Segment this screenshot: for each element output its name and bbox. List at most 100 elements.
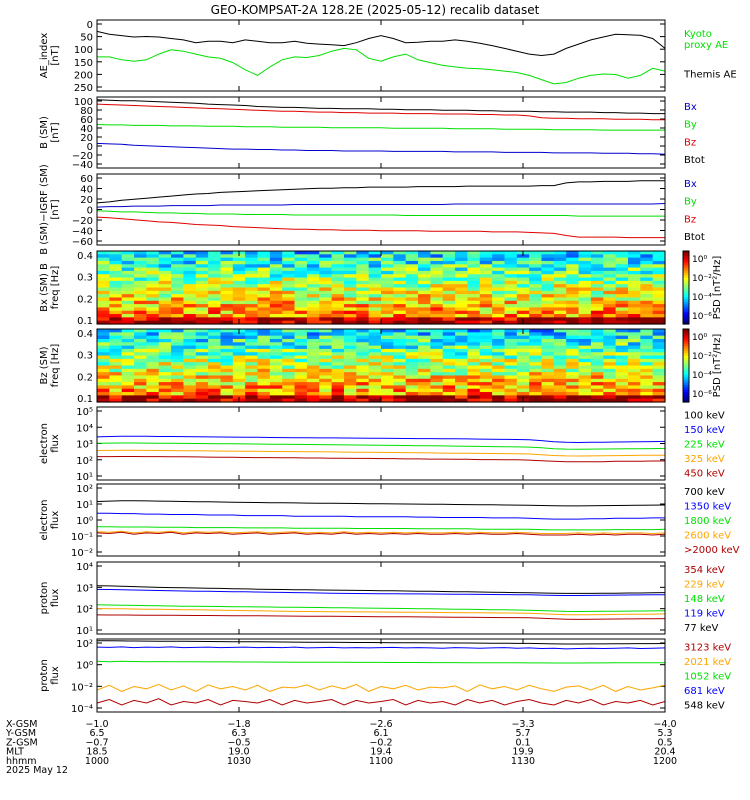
heatmap-cell: [319, 317, 333, 322]
heatmap-cell: [134, 338, 147, 343]
heatmap-cell: [257, 358, 271, 363]
heatmap-cell: [640, 378, 654, 383]
heatmap-cell: [590, 378, 604, 383]
heatmap-cell: [467, 342, 481, 347]
heatmap-cell: [208, 372, 222, 377]
heatmap-cell: [418, 382, 431, 387]
heatmap-cell: [529, 270, 543, 275]
heatmap-cell: [615, 388, 629, 393]
heatmap-cell: [504, 267, 518, 272]
heatmap-cell: [220, 385, 234, 390]
heatmap-cell: [97, 297, 110, 302]
heatmap-cell: [183, 297, 197, 302]
heatmap-cell: [232, 392, 246, 396]
heatmap-cell: [331, 355, 345, 360]
heatmap-cell: [269, 317, 283, 322]
colorbar-segment: [683, 360, 689, 364]
heatmap-cell: [442, 307, 456, 312]
heatmap-cell: [331, 398, 345, 403]
heatmap-cell: [418, 335, 431, 340]
heatmap-cell: [627, 372, 641, 377]
heatmap-cell: [578, 260, 592, 265]
legend-entry: Btot: [684, 232, 705, 243]
heatmap-cell: [368, 284, 382, 289]
heatmap-cell: [442, 342, 456, 347]
heatmap-cell: [183, 300, 197, 305]
heatmap-cell: [418, 372, 431, 377]
heatmap-cell: [516, 388, 530, 393]
heatmap-cell: [541, 284, 555, 289]
heatmap-cell: [467, 395, 481, 400]
heatmap-cell: [331, 362, 345, 367]
heatmap-cell: [121, 358, 135, 363]
heatmap-cell: [208, 348, 222, 353]
heatmap-cell: [504, 294, 518, 299]
heatmap-cell: [294, 345, 308, 350]
heatmap-cell: [504, 348, 518, 353]
heatmap-cell: [615, 345, 629, 350]
heatmap-cell: [393, 280, 407, 285]
heatmap-cell: [393, 375, 407, 380]
heatmap-cell: [627, 358, 641, 363]
colorbar-segment: [683, 389, 689, 393]
heatmap-cell: [97, 290, 110, 295]
heatmap-cell: [158, 317, 172, 322]
heatmap-cell: [158, 365, 172, 370]
heatmap-cell: [121, 307, 135, 312]
heatmap-cell: [652, 368, 666, 373]
heatmap-cell: [257, 392, 271, 396]
heatmap-cell: [553, 304, 567, 309]
heatmap-cell: [319, 348, 333, 353]
heatmap-cell: [121, 304, 135, 309]
heatmap-cell: [393, 317, 407, 322]
heatmap-cell: [134, 267, 147, 272]
heatmap-cell: [109, 264, 123, 269]
y-tick-label: −60: [72, 237, 93, 248]
heatmap-cell: [627, 300, 641, 305]
heatmap-cell: [331, 375, 345, 380]
heatmap-cell: [121, 345, 135, 350]
heatmap-cell: [541, 352, 555, 357]
heatmap-cell: [282, 388, 296, 393]
heatmap-cell: [134, 314, 147, 318]
heatmap-cell: [319, 388, 333, 393]
heatmap-cell: [393, 251, 407, 255]
heatmap-cell: [627, 260, 641, 265]
heatmap-cell: [245, 280, 259, 285]
heatmap-cell: [257, 254, 271, 259]
heatmap-cell: [615, 392, 629, 396]
colorbar-segment: [683, 333, 689, 337]
heatmap-cell: [430, 251, 444, 255]
heatmap-cell: [442, 392, 456, 396]
series-line: [96, 646, 666, 650]
heatmap-cell: [603, 314, 617, 318]
heatmap-cell: [356, 329, 370, 333]
heatmap-cell: [603, 335, 617, 340]
heatmap-cell: [343, 251, 357, 255]
heatmap-cell: [306, 264, 320, 269]
heatmap-cell: [442, 314, 456, 318]
heatmap-cell: [455, 342, 469, 347]
heatmap-cell: [282, 338, 296, 343]
heatmap-cell: [381, 307, 394, 312]
heatmap-cell: [504, 335, 518, 340]
heatmap-cell: [183, 342, 197, 347]
heatmap-cell: [171, 290, 185, 295]
heatmap-cell: [257, 287, 271, 292]
heatmap-cell: [282, 392, 296, 396]
heatmap-cell: [171, 264, 185, 269]
heatmap-cell: [134, 310, 147, 315]
heatmap-cell: [294, 304, 308, 309]
heatmap-cell: [134, 382, 147, 387]
heatmap-cell: [343, 398, 357, 403]
heatmap-cell: [146, 398, 160, 403]
y-tick-label: 10⁴: [76, 423, 93, 434]
heatmap-cell: [393, 254, 407, 259]
heatmap-cell: [134, 385, 147, 390]
heatmap-cell: [245, 304, 259, 309]
heatmap-cell: [603, 368, 617, 373]
heatmap-cell: [553, 320, 567, 325]
heatmap-cell: [541, 358, 555, 363]
heatmap-cell: [245, 317, 259, 322]
heatmap-cell: [97, 287, 110, 292]
